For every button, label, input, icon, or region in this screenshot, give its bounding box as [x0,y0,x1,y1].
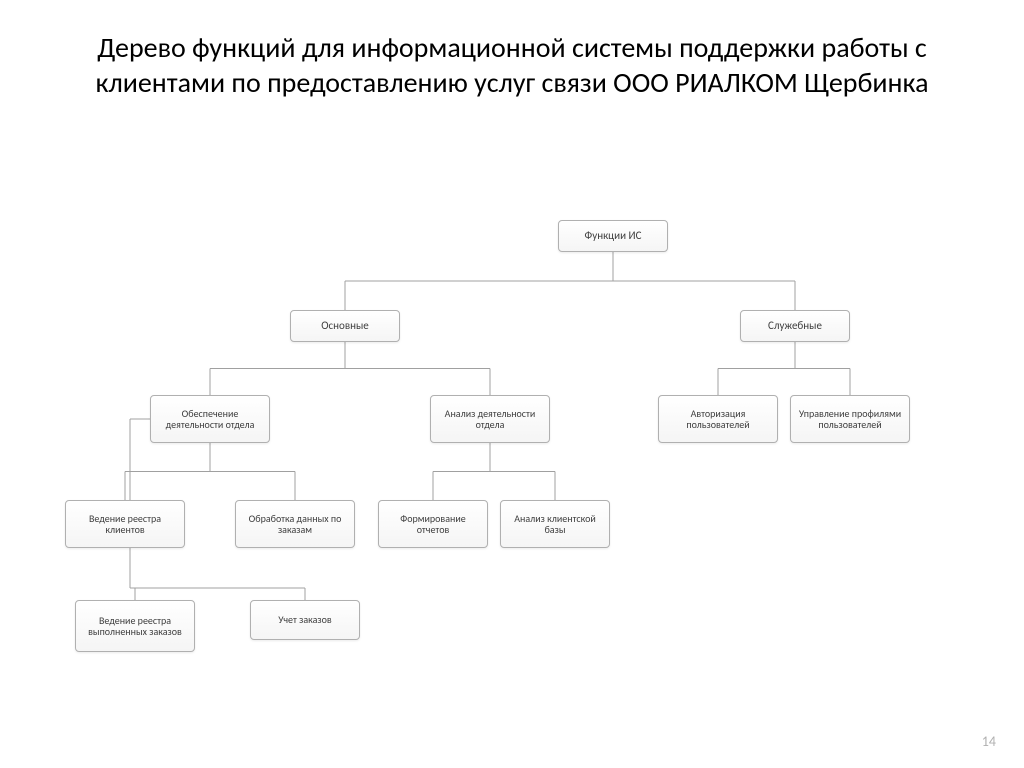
tree-node-root: Функции ИС [558,220,668,252]
tree-node-analysis: Анализ деятельности отдела [430,395,550,443]
tree-node-provide: Обеспечение деятельности отдела [150,395,270,443]
function-tree-diagram: Функции ИС Основные Служебные Авторизация п… [0,200,1024,720]
tree-node-main: Основные [290,310,400,342]
tree-node-service: Служебные [740,310,850,342]
page-number: 14 [982,733,996,750]
tree-node-cbase: Анализ клиентской базы [500,500,610,548]
tree-node-orders: Обработка данных по заказам [235,500,355,548]
tree-node-auth: Авторизация пользователей [658,395,778,443]
tree-node-profiles: Управление профилями пользователей [790,395,910,443]
tree-node-acct: Учет заказов [250,600,360,640]
tree-node-reports: Формирование отчетов [378,500,488,548]
tree-node-done: Ведение реестра выполненных заказов [75,600,195,652]
page-title: Дерево функций для информационной систем… [0,0,1024,110]
tree-node-clients: Ведение реестра клиентов [65,500,185,548]
